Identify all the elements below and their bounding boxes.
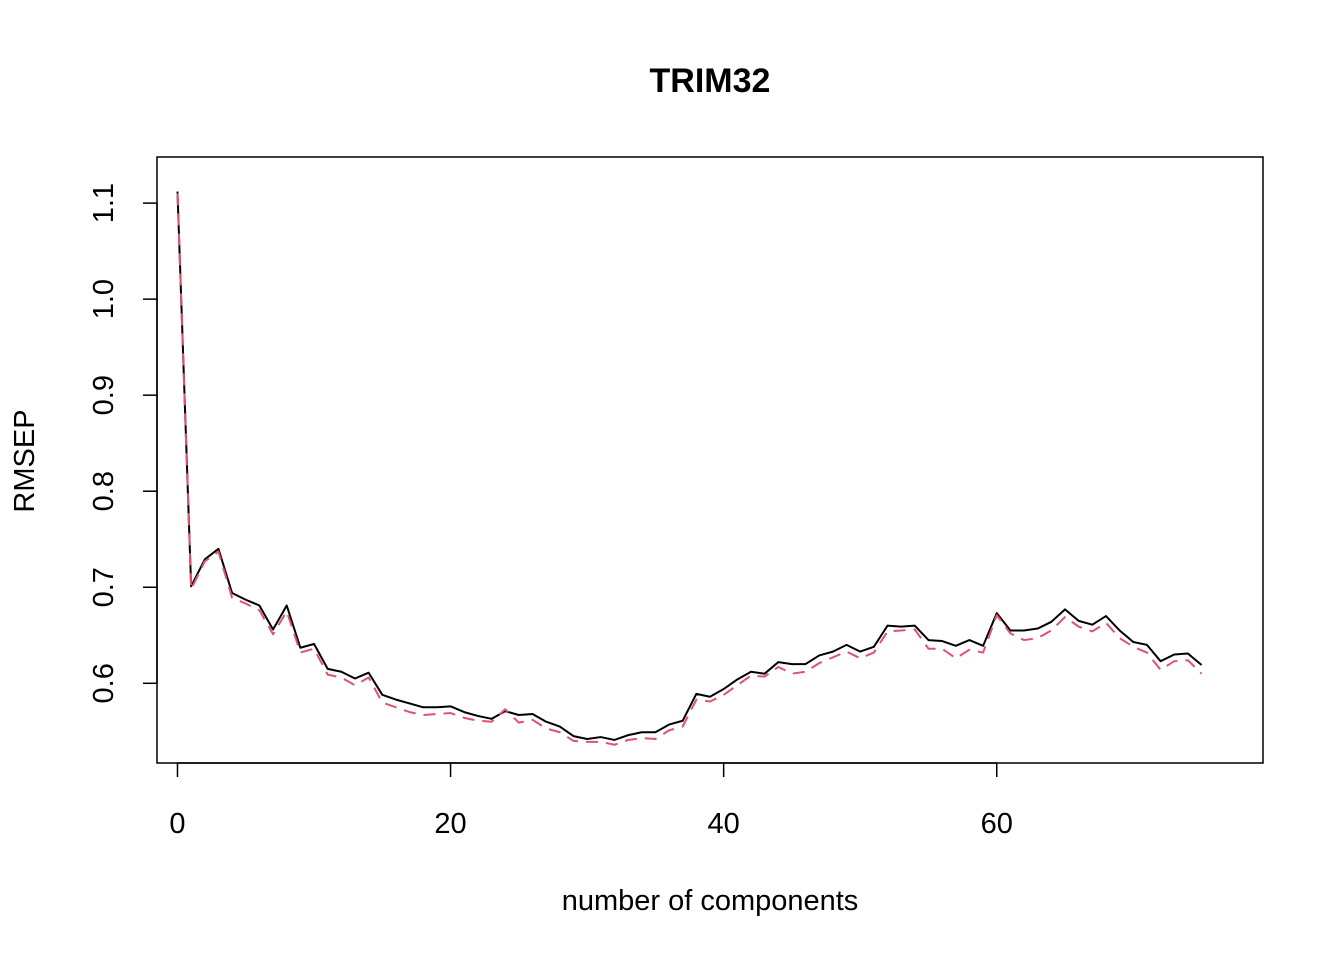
y-tick-label: 0.7 [88,567,120,607]
plot-area [176,191,1203,746]
x-axis-label: number of components [562,885,859,917]
x-tick-label: 0 [169,808,185,840]
series-line-solid [176,191,1203,741]
plot-frame [156,156,1264,764]
y-tick-label: 1.0 [88,279,120,319]
y-axis: 0.6 0.7 0.8 0.9 1.0 1.1 [88,183,158,703]
y-tick-label: 1.1 [88,183,120,223]
chart-title: TRIM32 [650,62,771,100]
y-tick-label: 0.8 [88,471,120,511]
x-axis: 0 20 40 60 [169,762,1013,840]
y-tick-label: 0.6 [88,663,120,703]
y-tick-label: 0.9 [88,375,120,415]
x-tick-label: 20 [434,808,466,840]
series-line-dashed [176,193,1203,746]
y-axis-label: RMSEP [9,409,41,512]
x-tick-label: 40 [708,808,740,840]
x-tick-label: 60 [981,808,1013,840]
